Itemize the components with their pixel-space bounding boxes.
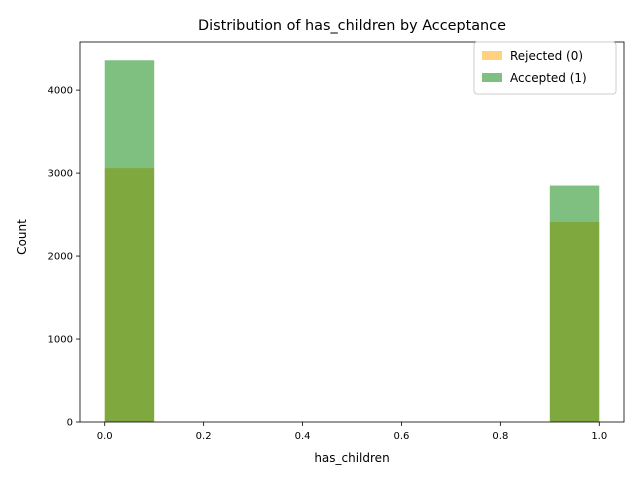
x-tick-label: 0.4: [295, 431, 311, 442]
y-tick-label: 1000: [48, 335, 73, 346]
plot-frame: [79, 41, 625, 423]
bar-series-1-bin-0: [104, 60, 155, 423]
x-tick-label: 0.8: [492, 431, 508, 442]
x-tick-label: 1.0: [591, 431, 607, 442]
legend-label-0: Rejected (0): [510, 49, 583, 63]
y-tick-label: 4000: [48, 86, 73, 97]
legend-label-1: Accepted (1): [510, 71, 587, 85]
x-tick-label: 0.6: [394, 431, 410, 442]
x-axis-label: has_children: [314, 451, 389, 465]
bar-series-1-bin-1: [549, 185, 600, 422]
legend: Rejected (0) Accepted (1): [473, 41, 617, 95]
legend-swatch-1: [482, 73, 502, 82]
axes: 0.0 0.2 0.4 0.6 0.8 1.0 0 1000 2000 3000 4000: [48, 41, 625, 442]
chart-title: Distribution of has_children by Acceptan…: [198, 18, 506, 34]
x-tick-label: 0.2: [196, 431, 212, 442]
y-tick-label: 0: [67, 418, 73, 429]
x-tick-label: 0.0: [97, 431, 113, 442]
bars-layer: [104, 60, 600, 423]
y-axis-label: Count: [15, 219, 29, 255]
y-tick-label: 2000: [48, 252, 73, 263]
legend-swatch-0: [482, 51, 502, 60]
y-tick-label: 3000: [48, 169, 73, 180]
legend-frame: [473, 41, 617, 95]
